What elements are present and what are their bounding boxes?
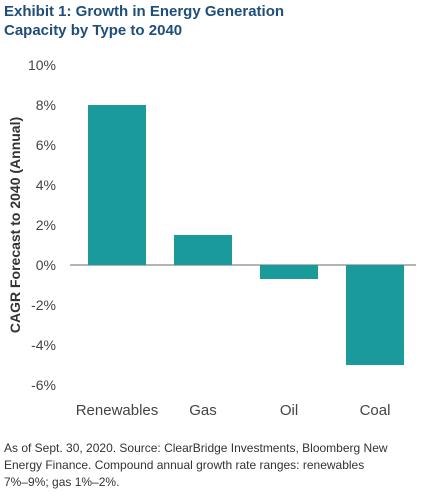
- source-note: As of Sept. 30, 2020. Source: ClearBridg…: [4, 440, 418, 491]
- y-tick-label: -2%: [31, 297, 56, 313]
- y-axis-label: CAGR Forecast to 2040 (Annual): [7, 117, 23, 333]
- bar-gas: [174, 235, 232, 265]
- x-axis-labels: Renewables Gas Oil Coal: [76, 402, 391, 419]
- bar-chart: 10% 8% 6% 4% 2% 0% -2% -4% -6% Renewables Gas Oil C…: [7, 57, 416, 419]
- x-tick-label: Gas: [189, 402, 217, 419]
- x-tick-label: Coal: [360, 402, 391, 419]
- chart-title-line-1: Exhibit 1: Growth in Energy Generation: [4, 3, 285, 20]
- y-tick-label: 4%: [36, 177, 56, 193]
- y-tick-label: 8%: [36, 97, 56, 113]
- bar-oil: [260, 265, 318, 279]
- bar-coal: [346, 265, 404, 365]
- y-tick-label: -4%: [31, 337, 56, 353]
- y-tick-label: -6%: [31, 377, 56, 393]
- y-tick-label: 0%: [36, 257, 56, 273]
- x-tick-label: Renewables: [76, 402, 159, 419]
- y-tick-label: 2%: [36, 217, 56, 233]
- y-tick-label: 6%: [36, 137, 56, 153]
- x-tick-label: Oil: [280, 402, 298, 419]
- source-line-3: 7%–9%; gas 1%–2%.: [4, 475, 120, 489]
- bar-renewables: [88, 105, 146, 265]
- bars: [88, 105, 404, 365]
- source-line-2: Energy Finance. Compound annual growth r…: [4, 458, 365, 472]
- y-axis-ticks: 10% 8% 6% 4% 2% 0% -2% -4% -6%: [28, 57, 56, 393]
- chart-title: Exhibit 1: Growth in Energy Generation C…: [4, 2, 414, 40]
- y-tick-label: 10%: [28, 57, 56, 73]
- source-line-1: As of Sept. 30, 2020. Source: ClearBridg…: [4, 441, 388, 455]
- chart-title-line-2: Capacity by Type to 2040: [4, 22, 183, 39]
